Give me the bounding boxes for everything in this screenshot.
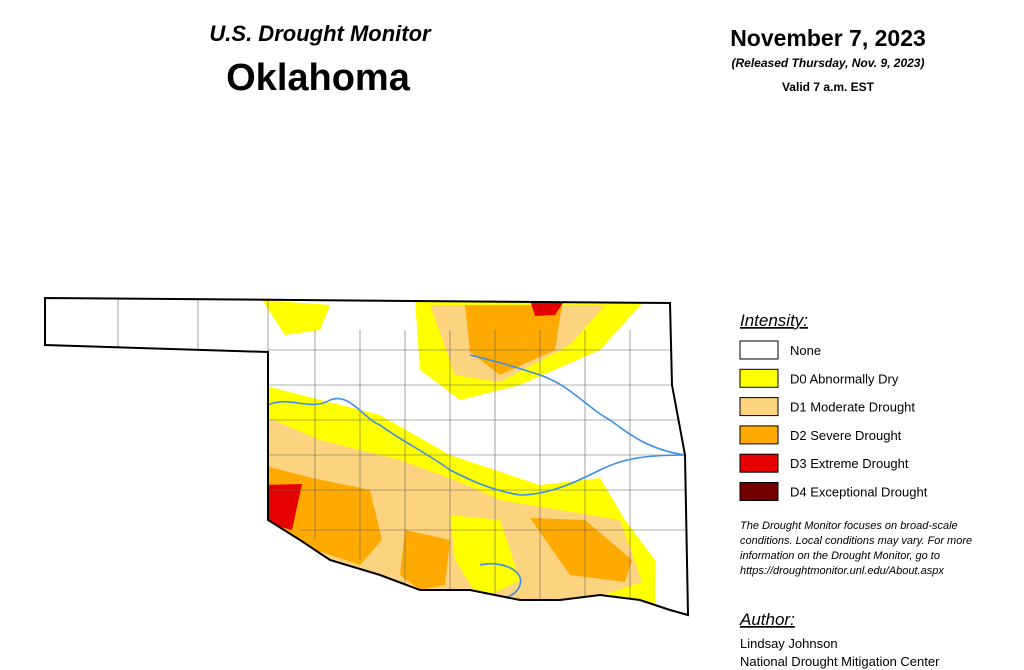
valid-time: Valid 7 a.m. EST — [782, 80, 875, 94]
d3-area — [262, 484, 302, 530]
map-date: November 7, 2023 — [730, 25, 926, 51]
d3-area — [530, 300, 565, 316]
legend-swatch — [739, 425, 779, 445]
legend-label: D0 Abnormally Dry — [790, 371, 899, 386]
legend-swatch — [739, 340, 779, 360]
release-date: (Released Thursday, Nov. 9, 2023) — [732, 56, 925, 70]
legend: None D0 Abnormally Dry D1 Moderate Drought… — [739, 340, 928, 501]
note-line: The Drought Monitor focuses on broad-sca… — [740, 520, 958, 532]
d2-area — [400, 530, 450, 590]
state-map — [45, 298, 688, 615]
state-outline — [44, 296, 690, 617]
river — [267, 397, 686, 496]
d0-area — [450, 515, 520, 600]
author-name: Lindsay Johnson — [740, 636, 838, 651]
note: The Drought Monitor focuses on broad-sca… — [740, 520, 972, 577]
river — [469, 354, 686, 456]
note-line: https://droughtmonitor.unl.edu/About.asp… — [740, 565, 944, 577]
d2-area — [465, 305, 562, 375]
legend-swatch — [739, 482, 779, 501]
legend-label: D3 Extreme Drought — [790, 456, 909, 471]
state-name: Oklahoma — [226, 57, 411, 99]
note-line: conditions. Local conditions may vary. F… — [740, 535, 972, 547]
legend-swatch — [739, 453, 779, 473]
d2-area — [530, 518, 632, 582]
legend-label: None — [790, 343, 821, 358]
legend-label: D4 Exceptional Drought — [790, 485, 928, 500]
legend-label: D2 Severe Drought — [790, 428, 902, 443]
legend-label: D1 Moderate Drought — [790, 400, 915, 415]
author-heading: Author: — [739, 610, 795, 629]
author-org: National Drought Mitigation Center — [740, 654, 940, 669]
legend-swatch — [739, 368, 779, 388]
county-lines — [117, 298, 688, 600]
legend-swatch — [739, 397, 779, 417]
note-line: information on the Drought Monitor, go t… — [740, 550, 940, 562]
legend-title: Intensity: — [740, 311, 808, 330]
d0-area — [262, 300, 330, 335]
map-title: U.S. Drought Monitor — [209, 21, 432, 46]
